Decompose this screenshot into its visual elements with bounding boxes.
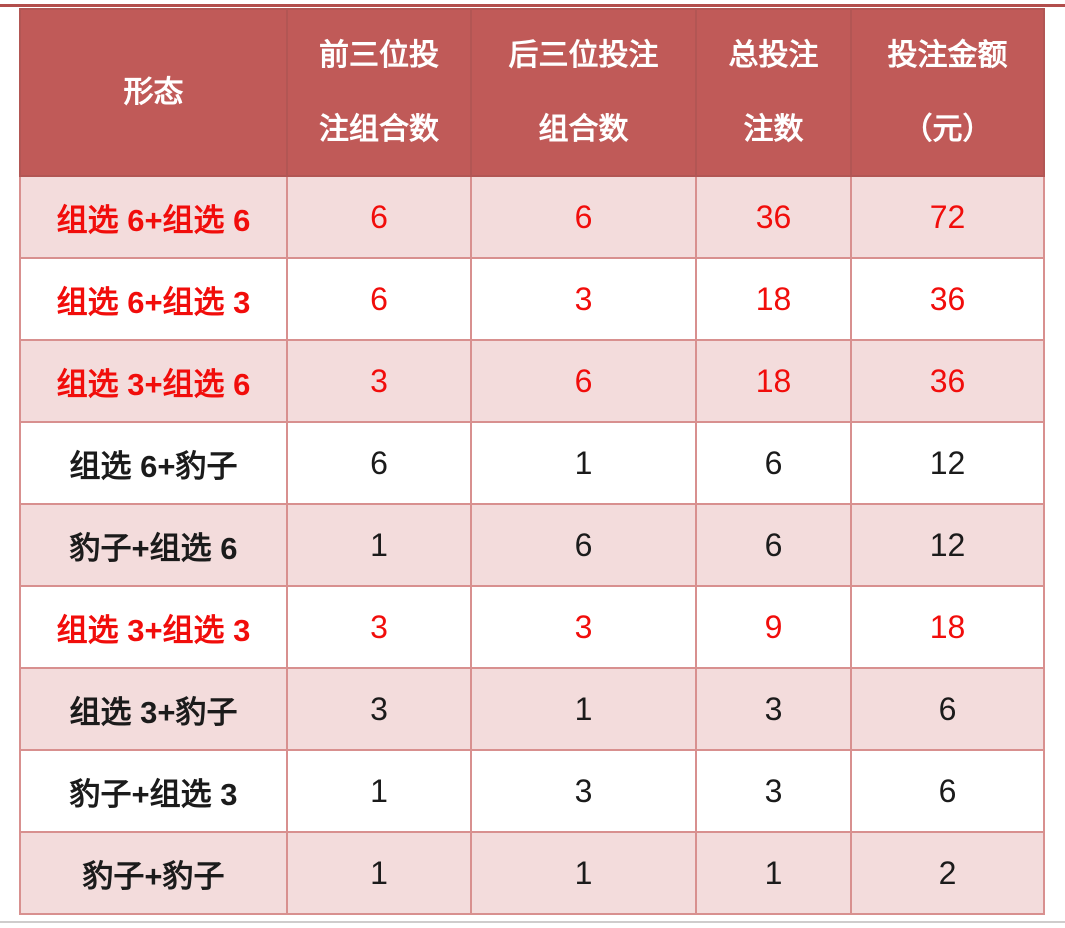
header-back-three-combos: 后三位投注 组合数: [470, 8, 697, 177]
header-line: 投注金额: [887, 38, 1008, 72]
header-row: 形态 前三位投 注组合数 后三位投注 组合数 总投注 注数: [19, 8, 1045, 177]
cell-total-bets: 6: [695, 503, 852, 587]
table-row: 组选 6+组选 3 6 3 18 36: [19, 257, 1045, 341]
cell-front-combos: 3: [286, 667, 472, 751]
header-bet-amount: 投注金额 （元）: [850, 8, 1045, 177]
cell-back-combos: 1: [470, 831, 697, 915]
table-row: 豹子+组选 3 1 3 3 6: [19, 749, 1045, 833]
cell-amount: 12: [850, 421, 1045, 505]
cell-front-combos: 6: [286, 175, 472, 259]
table-header: 形态 前三位投 注组合数 后三位投注 组合数 总投注 注数: [19, 8, 1045, 177]
cell-front-combos: 1: [286, 749, 472, 833]
table-row: 豹子+豹子 1 1 1 2: [19, 831, 1045, 915]
bottom-divider-rule: [0, 921, 1065, 923]
cell-total-bets: 18: [695, 339, 852, 423]
cell-total-bets: 9: [695, 585, 852, 669]
cell-front-combos: 1: [286, 831, 472, 915]
cell-back-combos: 1: [470, 667, 697, 751]
cell-shape-label: 组选 6+豹子: [19, 421, 288, 505]
cell-total-bets: 3: [695, 667, 852, 751]
cell-total-bets: 18: [695, 257, 852, 341]
header-line: 组合数: [538, 112, 629, 146]
cell-shape-label: 组选 6+组选 6: [19, 175, 288, 259]
cell-total-bets: 6: [695, 421, 852, 505]
top-divider-rule: [0, 4, 1065, 7]
cell-front-combos: 3: [286, 339, 472, 423]
cell-shape-label: 豹子+豹子: [19, 831, 288, 915]
cell-shape-label: 组选 6+组选 3: [19, 257, 288, 341]
header-total-bets: 总投注 注数: [695, 8, 852, 177]
cell-amount: 18: [850, 585, 1045, 669]
table-body: 组选 6+组选 6 6 6 36 72 组选 6+组选 3 6 3 18 36 …: [19, 175, 1045, 915]
header-line: 后三位投注: [508, 38, 659, 72]
table-row: 组选 3+豹子 3 1 3 6: [19, 667, 1045, 751]
header-line: 总投注: [728, 38, 819, 72]
cell-back-combos: 3: [470, 749, 697, 833]
cell-shape-label: 豹子+组选 3: [19, 749, 288, 833]
cell-back-combos: 3: [470, 585, 697, 669]
cell-total-bets: 3: [695, 749, 852, 833]
header-line: 注数: [743, 112, 804, 146]
header-shape-label: 形态: [123, 75, 184, 109]
cell-front-combos: 6: [286, 421, 472, 505]
cell-back-combos: 6: [470, 503, 697, 587]
header-shape: 形态: [19, 8, 288, 177]
cell-amount: 2: [850, 831, 1045, 915]
cell-back-combos: 1: [470, 421, 697, 505]
cell-amount: 6: [850, 667, 1045, 751]
cell-front-combos: 6: [286, 257, 472, 341]
cell-shape-label: 豹子+组选 6: [19, 503, 288, 587]
table-row: 豹子+组选 6 1 6 6 12: [19, 503, 1045, 587]
cell-back-combos: 6: [470, 339, 697, 423]
cell-amount: 12: [850, 503, 1045, 587]
header-line: 注组合数: [319, 112, 439, 146]
table-row: 组选 3+组选 6 3 6 18 36: [19, 339, 1045, 423]
cell-shape-label: 组选 3+组选 3: [19, 585, 288, 669]
cell-front-combos: 3: [286, 585, 472, 669]
cell-amount: 36: [850, 257, 1045, 341]
cell-amount: 6: [850, 749, 1045, 833]
table-row: 组选 6+组选 6 6 6 36 72: [19, 175, 1045, 259]
cell-front-combos: 1: [286, 503, 472, 587]
table-row: 组选 6+豹子 6 1 6 12: [19, 421, 1045, 505]
cell-total-bets: 1: [695, 831, 852, 915]
cell-back-combos: 6: [470, 175, 697, 259]
header-front-three-combos: 前三位投 注组合数: [286, 8, 472, 177]
cell-amount: 72: [850, 175, 1045, 259]
cell-back-combos: 3: [470, 257, 697, 341]
cell-total-bets: 36: [695, 175, 852, 259]
header-line: （元）: [902, 112, 993, 146]
betting-combinations-table: 形态 前三位投 注组合数 后三位投注 组合数 总投注 注数: [19, 8, 1045, 915]
table-row: 组选 3+组选 3 3 3 9 18: [19, 585, 1045, 669]
header-line: 前三位投: [319, 38, 439, 72]
cell-shape-label: 组选 3+豹子: [19, 667, 288, 751]
cell-shape-label: 组选 3+组选 6: [19, 339, 288, 423]
cell-amount: 36: [850, 339, 1045, 423]
